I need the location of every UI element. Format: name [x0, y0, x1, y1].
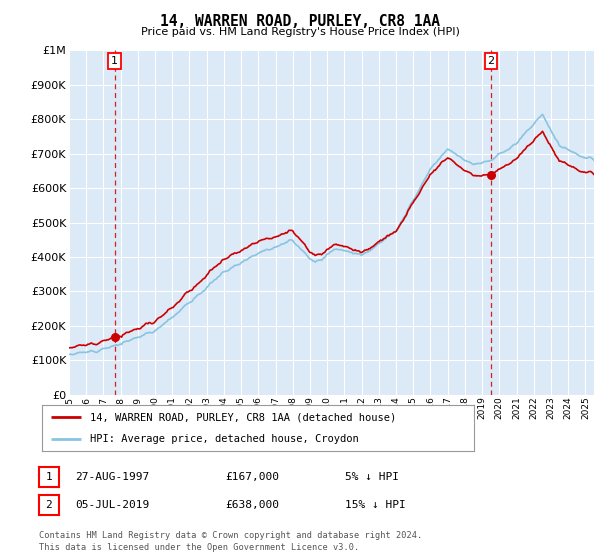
Text: 1: 1 — [46, 472, 52, 482]
Text: 14, WARREN ROAD, PURLEY, CR8 1AA: 14, WARREN ROAD, PURLEY, CR8 1AA — [160, 14, 440, 29]
Text: Contains HM Land Registry data © Crown copyright and database right 2024.: Contains HM Land Registry data © Crown c… — [39, 531, 422, 540]
Text: 05-JUL-2019: 05-JUL-2019 — [75, 500, 149, 510]
Text: HPI: Average price, detached house, Croydon: HPI: Average price, detached house, Croy… — [89, 435, 358, 444]
Text: £638,000: £638,000 — [225, 500, 279, 510]
Text: 27-AUG-1997: 27-AUG-1997 — [75, 472, 149, 482]
Text: 2: 2 — [487, 56, 494, 66]
Text: This data is licensed under the Open Government Licence v3.0.: This data is licensed under the Open Gov… — [39, 543, 359, 552]
Text: 5% ↓ HPI: 5% ↓ HPI — [345, 472, 399, 482]
Text: £167,000: £167,000 — [225, 472, 279, 482]
Text: 14, WARREN ROAD, PURLEY, CR8 1AA (detached house): 14, WARREN ROAD, PURLEY, CR8 1AA (detach… — [89, 412, 396, 422]
Text: Price paid vs. HM Land Registry's House Price Index (HPI): Price paid vs. HM Land Registry's House … — [140, 27, 460, 37]
Text: 1: 1 — [111, 56, 118, 66]
Text: 15% ↓ HPI: 15% ↓ HPI — [345, 500, 406, 510]
Text: 2: 2 — [46, 500, 52, 510]
